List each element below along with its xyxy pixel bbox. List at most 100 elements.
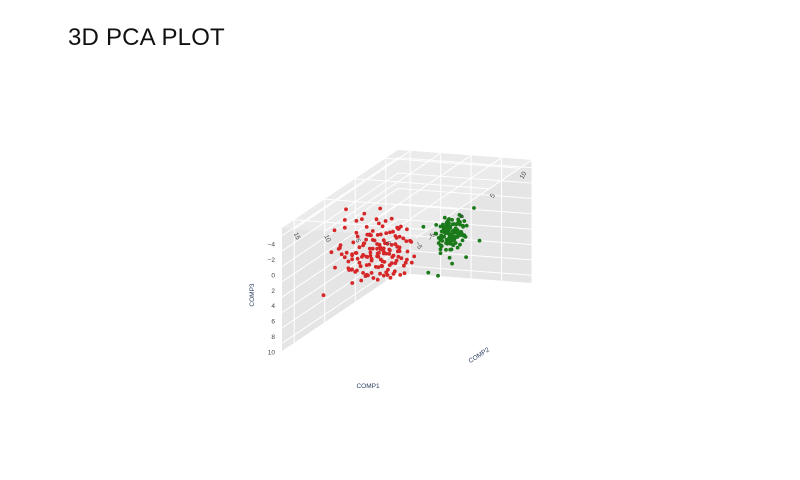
data-point-series-1[interactable] [384, 231, 389, 236]
data-point-series-2[interactable] [444, 229, 448, 234]
data-point-series-1[interactable] [354, 251, 359, 255]
data-point-series-2[interactable] [450, 218, 454, 222]
data-point-series-2[interactable] [456, 230, 461, 235]
data-point-series-1[interactable] [374, 217, 379, 222]
data-point-series-2[interactable] [464, 223, 469, 228]
data-point-series-1[interactable] [391, 272, 396, 276]
data-point-series-1[interactable] [370, 229, 375, 233]
data-point-series-1[interactable] [321, 293, 326, 298]
data-point-series-1[interactable] [350, 257, 354, 262]
data-point-series-1[interactable] [364, 225, 369, 229]
data-point-series-1[interactable] [381, 273, 386, 278]
data-point-series-1[interactable] [354, 219, 359, 223]
data-point-series-1[interactable] [360, 217, 364, 222]
data-point-series-1[interactable] [376, 254, 381, 259]
data-point-series-2[interactable] [460, 238, 465, 243]
data-point-series-1[interactable] [390, 255, 395, 259]
data-point-series-2[interactable] [438, 247, 443, 252]
data-point-series-1[interactable] [350, 281, 355, 285]
data-point-series-1[interactable] [371, 276, 376, 280]
data-point-series-1[interactable] [405, 227, 409, 232]
data-point-series-1[interactable] [398, 273, 403, 277]
data-point-series-1[interactable] [369, 271, 374, 275]
data-point-series-2[interactable] [438, 251, 443, 256]
data-point-series-1[interactable] [357, 245, 362, 250]
data-point-series-1[interactable] [357, 260, 362, 265]
data-point-series-2[interactable] [450, 261, 454, 266]
data-point-series-1[interactable] [368, 253, 373, 258]
data-point-series-1[interactable] [399, 256, 404, 261]
data-point-series-1[interactable] [364, 272, 369, 277]
data-point-series-1[interactable] [362, 211, 367, 216]
data-point-series-1[interactable] [338, 243, 343, 248]
data-point-series-1[interactable] [391, 229, 395, 234]
data-point-series-2[interactable] [453, 241, 458, 245]
data-point-series-1[interactable] [401, 236, 406, 241]
data-point-series-2[interactable] [462, 219, 467, 223]
data-point-series-1[interactable] [404, 239, 409, 244]
data-point-series-1[interactable] [383, 219, 388, 223]
data-point-series-1[interactable] [369, 258, 374, 263]
data-point-series-1[interactable] [367, 246, 372, 251]
data-point-series-1[interactable] [409, 240, 414, 244]
data-point-series-1[interactable] [388, 230, 392, 235]
data-point-series-1[interactable] [381, 246, 386, 251]
data-point-series-1[interactable] [375, 246, 379, 251]
data-point-series-1[interactable] [412, 254, 417, 259]
data-point-series-1[interactable] [355, 234, 360, 239]
data-point-series-1[interactable] [382, 260, 387, 264]
data-point-series-1[interactable] [350, 252, 354, 257]
data-point-series-1[interactable] [402, 271, 407, 276]
data-point-series-1[interactable] [329, 250, 334, 255]
data-point-series-1[interactable] [355, 256, 360, 261]
data-point-series-2[interactable] [450, 229, 454, 234]
data-point-series-1[interactable] [396, 254, 401, 259]
data-point-series-1[interactable] [370, 246, 375, 251]
data-point-series-1[interactable] [396, 227, 401, 231]
data-point-series-2[interactable] [459, 231, 464, 236]
data-point-series-1[interactable] [403, 260, 408, 265]
data-point-series-1[interactable] [377, 251, 381, 255]
data-point-series-1[interactable] [402, 263, 406, 268]
data-point-series-2[interactable] [444, 247, 448, 252]
data-point-series-2[interactable] [455, 235, 460, 239]
data-point-series-1[interactable] [397, 234, 402, 239]
data-point-series-2[interactable] [439, 229, 444, 234]
data-point-series-2[interactable] [441, 222, 445, 227]
data-point-series-1[interactable] [358, 264, 363, 269]
data-point-series-1[interactable] [405, 249, 410, 254]
data-point-series-1[interactable] [332, 228, 337, 233]
data-point-series-1[interactable] [387, 252, 392, 256]
data-point-series-1[interactable] [384, 270, 389, 275]
data-point-series-1[interactable] [368, 250, 373, 255]
data-point-series-1[interactable] [381, 238, 386, 243]
data-point-series-1[interactable] [346, 259, 351, 264]
data-point-series-1[interactable] [339, 252, 344, 257]
data-point-series-2[interactable] [439, 233, 443, 238]
data-point-series-2[interactable] [461, 224, 465, 229]
data-point-series-1[interactable] [360, 255, 364, 259]
data-point-series-1[interactable] [364, 254, 369, 259]
data-point-series-1[interactable] [359, 278, 364, 283]
data-point-series-1[interactable] [389, 216, 394, 221]
data-point-series-1[interactable] [364, 237, 368, 242]
data-point-series-2[interactable] [447, 255, 452, 260]
data-point-series-1[interactable] [378, 245, 382, 249]
data-point-series-1[interactable] [405, 257, 409, 262]
data-point-series-2[interactable] [459, 214, 464, 219]
data-point-series-1[interactable] [395, 249, 400, 254]
data-point-series-2[interactable] [436, 236, 441, 240]
data-point-series-2[interactable] [472, 206, 476, 210]
data-point-series-1[interactable] [378, 257, 383, 262]
data-point-series-1[interactable] [375, 233, 380, 237]
data-point-series-2[interactable] [477, 238, 482, 243]
data-point-series-1[interactable] [378, 232, 383, 237]
data-point-series-1[interactable] [367, 232, 372, 237]
data-point-series-1[interactable] [373, 264, 378, 269]
data-point-series-2[interactable] [449, 247, 454, 252]
data-point-series-1[interactable] [342, 218, 347, 222]
data-point-series-1[interactable] [393, 261, 398, 265]
data-point-series-1[interactable] [387, 263, 392, 267]
data-point-series-2[interactable] [451, 243, 456, 248]
